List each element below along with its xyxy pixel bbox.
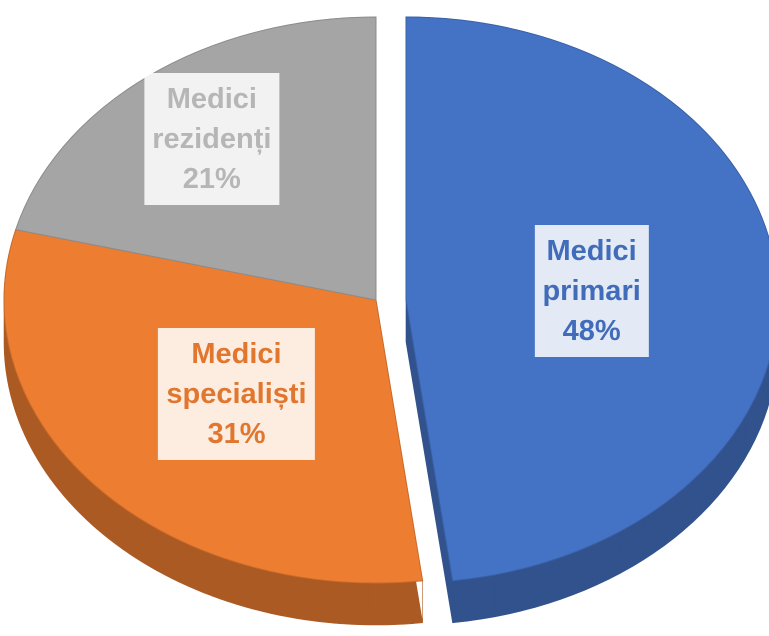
data-label: Medici rezidenți 21% xyxy=(144,72,280,205)
category-label: Medici rezidenți xyxy=(152,82,272,155)
category-label: Medici primari xyxy=(542,235,641,308)
value-label: 31% xyxy=(207,417,266,450)
category-label: Medici specialiști xyxy=(166,337,307,410)
data-label: Medici specialiști 31% xyxy=(158,327,315,460)
value-label: 21% xyxy=(182,162,241,195)
data-label: Medici primari 48% xyxy=(534,225,649,358)
value-label: 48% xyxy=(562,315,621,348)
